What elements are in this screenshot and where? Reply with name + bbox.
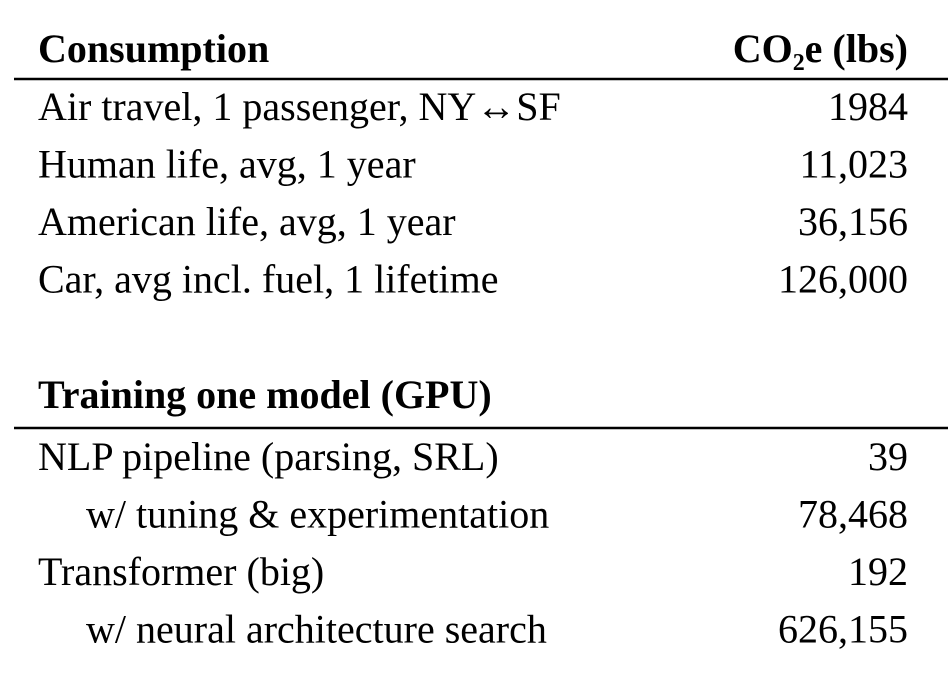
row-label: Human life, avg, 1 year [38,142,416,187]
row-value: 36,156 [798,199,908,244]
row-value: 39 [868,434,908,479]
row-value: 192 [848,549,908,594]
row-label: w/ neural architecture search [86,607,547,652]
header-cell: CO₂e (lbs) [733,26,908,71]
row-value: 78,468 [798,492,908,537]
row-label: w/ tuning & experimentation [86,492,549,537]
row-label: NLP pipeline (parsing, SRL) [38,434,499,479]
row-label: Transformer (big) [38,549,324,594]
header-cell: Consumption [38,26,269,71]
row-label: Air travel, 1 passenger, NY↔SF [38,84,561,129]
section-title: Training one model (GPU) [38,372,492,417]
row-label: Car, avg incl. fuel, 1 lifetime [38,257,498,302]
row-value: 126,000 [778,257,908,302]
row-value: 11,023 [799,142,908,187]
row-label: American life, avg, 1 year [38,199,456,244]
row-value: 1984 [828,84,908,129]
row-value: 626,155 [778,607,908,652]
